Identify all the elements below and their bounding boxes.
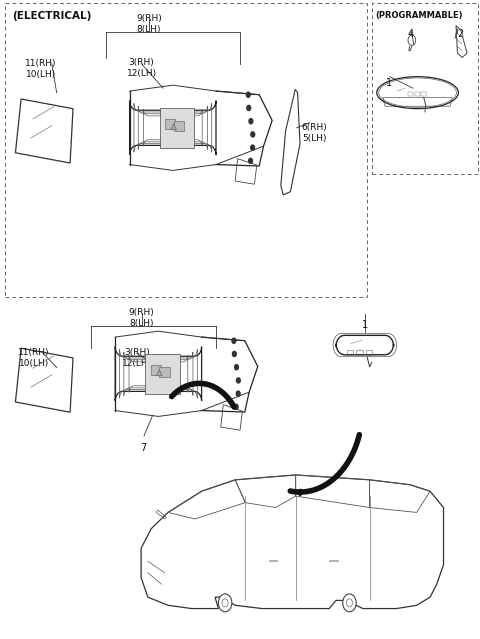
- Bar: [159, 367, 169, 376]
- Circle shape: [251, 132, 255, 137]
- Bar: [415, 92, 420, 96]
- Polygon shape: [156, 370, 162, 376]
- Bar: [5, 3, 367, 297]
- Circle shape: [218, 594, 232, 612]
- Text: 9(RH)
8(LH): 9(RH) 8(LH): [129, 308, 155, 328]
- Text: 3(RH)
12(LH): 3(RH) 12(LH): [122, 348, 152, 368]
- Text: 1: 1: [386, 78, 392, 88]
- Text: 9(RH)
8(LH): 9(RH) 8(LH): [136, 14, 162, 34]
- Bar: [165, 119, 175, 128]
- Bar: [356, 350, 363, 355]
- Bar: [408, 92, 413, 96]
- Circle shape: [236, 391, 240, 396]
- Bar: [145, 353, 180, 394]
- Text: 2: 2: [457, 29, 464, 39]
- Bar: [347, 350, 353, 355]
- Bar: [160, 107, 194, 148]
- Circle shape: [247, 105, 251, 111]
- Bar: [372, 3, 478, 174]
- Circle shape: [249, 158, 252, 164]
- Circle shape: [251, 145, 254, 150]
- Text: (ELECTRICAL): (ELECTRICAL): [12, 11, 91, 21]
- Bar: [329, 560, 337, 561]
- Bar: [421, 92, 426, 96]
- Bar: [174, 121, 184, 130]
- Text: 1: 1: [362, 320, 368, 330]
- Text: (PROGRAMMABLE): (PROGRAMMABLE): [375, 11, 463, 20]
- Circle shape: [249, 119, 253, 124]
- Text: 4: 4: [408, 29, 413, 39]
- Bar: [366, 350, 372, 355]
- Circle shape: [232, 338, 236, 343]
- Text: 6(RH)
5(LH): 6(RH) 5(LH): [301, 123, 327, 142]
- Text: 7: 7: [140, 443, 146, 454]
- Circle shape: [237, 378, 240, 383]
- Circle shape: [234, 404, 238, 410]
- Text: 3(RH)
12(LH): 3(RH) 12(LH): [127, 58, 156, 77]
- Text: 11(RH)
10(LH): 11(RH) 10(LH): [18, 348, 49, 368]
- Polygon shape: [171, 124, 177, 130]
- Circle shape: [232, 351, 236, 357]
- Text: 11(RH)
10(LH): 11(RH) 10(LH): [25, 59, 57, 79]
- Bar: [151, 365, 161, 374]
- Bar: [269, 560, 277, 561]
- Circle shape: [235, 365, 239, 370]
- Circle shape: [343, 594, 356, 612]
- Circle shape: [246, 92, 250, 97]
